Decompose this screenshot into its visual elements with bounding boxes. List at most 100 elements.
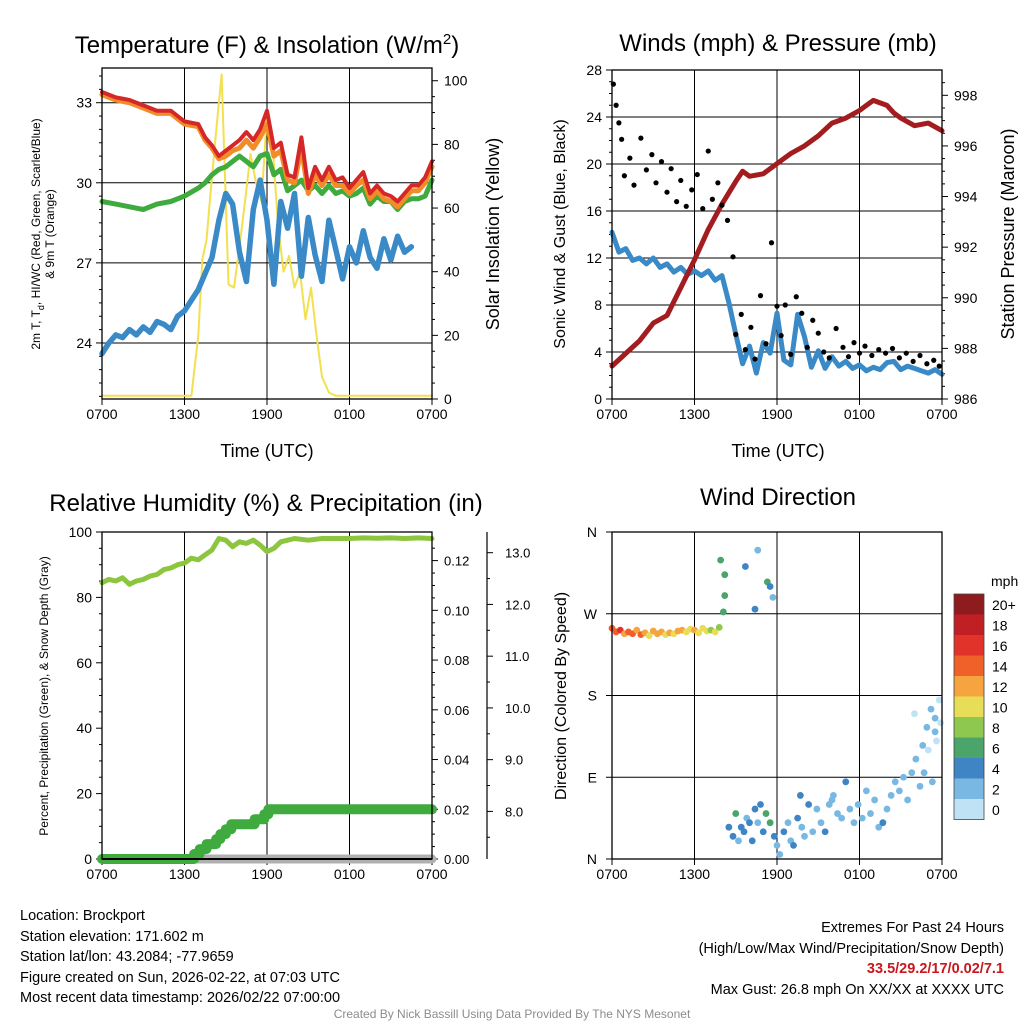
winds-gust-point-31 (757, 293, 764, 299)
wind-direction-point-26 (715, 623, 723, 631)
winds-gust-point-49 (856, 350, 863, 356)
colorbar-swatch-1 (954, 614, 984, 635)
wind-direction-point-83 (924, 746, 932, 754)
extremes-heading: Extremes For Past 24 Hours (821, 920, 1004, 936)
winds-gust-point-18 (694, 171, 700, 178)
humidity-series-precipitation (97, 804, 437, 864)
wind-direction-ylabel: Direction (Colored By Speed) (553, 592, 570, 800)
winds-gust-point-11 (658, 159, 665, 165)
winds-ytick-label-7: 28 (586, 62, 602, 78)
colorbar-swatch-0 (954, 594, 984, 615)
wind-direction-point-61 (834, 810, 841, 817)
colorbar-swatch-9 (954, 778, 984, 799)
wind-direction-point-64 (846, 805, 854, 813)
winds-ytick-right-label-4: 994 (954, 189, 978, 205)
wind-direction-point-93 (766, 583, 774, 590)
wind-direction-point-31 (732, 810, 740, 817)
wind-direction-point-73 (883, 805, 891, 813)
winds-gust-point-23 (719, 202, 725, 208)
colorbar-level-5: 10 (992, 700, 1008, 716)
temperature-ytick-label-0: 24 (76, 335, 92, 351)
winds-gust-point-48 (851, 340, 857, 346)
wind-direction-point-46 (776, 851, 784, 858)
wind-direction-point-95 (796, 792, 804, 799)
snow-ytick-label-5: 13.0 (505, 546, 530, 561)
humidity-ytick-label-4: 80 (76, 589, 92, 605)
wind-direction-point-53 (801, 832, 808, 840)
colorbar-swatch-8 (954, 758, 984, 779)
winds-gust-point-41 (810, 317, 816, 323)
winds-ytick-right-label-3: 992 (954, 239, 978, 255)
temperature-series-2m-t (100, 90, 434, 204)
wind-direction-point-21 (695, 629, 703, 637)
max-gust: Max Gust: 26.8 mph On XX/XX at XXXX UTC (710, 981, 1004, 998)
temperature-title-text: Temperature (F) & Insolation (W/m (75, 32, 443, 59)
temperature-title-end: ) (451, 32, 459, 59)
temperature-ylabel-line1: 2m T, Td, HI/WC (Red, Green, Scarlet/Blu… (29, 118, 46, 349)
temperature-title: Temperature (F) & Insolation (W/m2) (75, 31, 459, 59)
winds-ytick-label-4: 16 (586, 203, 602, 219)
winds-ytick-label-0: 0 (594, 391, 602, 407)
snow-ytick-label-4: 12.0 (505, 597, 530, 612)
wind-direction-point-69 (867, 810, 874, 817)
winds-gust-point-42 (815, 330, 821, 336)
wind-direction-point-71 (875, 823, 883, 831)
humidity-ytick-label-5: 100 (69, 524, 93, 540)
colorbar-level-4: 12 (992, 679, 1008, 695)
temperature-xtick-label-2: 1900 (251, 406, 282, 422)
temperature-ytick-right-label-3: 60 (444, 200, 460, 216)
winds-ytick-right-label-6: 998 (954, 87, 978, 103)
wind-direction-point-102 (919, 742, 927, 749)
wind-direction-point-86 (937, 719, 945, 727)
colorbar-level-2: 16 (992, 638, 1008, 654)
temperature-xtick-label-3: 0100 (334, 406, 365, 422)
wind-direction-ytick-label-4: N (587, 524, 597, 540)
colorbar-level-0: 20+ (992, 597, 1016, 613)
winds-series-station-pressure (609, 97, 945, 369)
winds-gust-point-56 (903, 350, 909, 356)
winds-gust-point-50 (862, 343, 868, 349)
winds-gust-point-58 (917, 352, 923, 359)
humidity-xtick-label-2: 1900 (251, 866, 282, 882)
wind-direction-point-78 (904, 796, 912, 804)
wind-direction-point-50 (790, 841, 797, 849)
temperature-ytick-right-label-5: 100 (444, 73, 468, 89)
wind-direction-point-51 (794, 814, 802, 822)
winds-gust-point-45 (833, 325, 839, 332)
wind-direction-point-63 (842, 778, 850, 786)
humidity-ylabel: Percent, Precipitation (Green), & Snow D… (37, 556, 51, 835)
wind-direction-point-25 (711, 628, 719, 636)
wind-direction-point-100 (935, 696, 943, 704)
wind-direction-point-96 (828, 796, 836, 804)
winds-gust-point-1 (613, 102, 619, 108)
wind-direction-point-54 (805, 801, 813, 808)
winds-gust-point-10 (653, 180, 659, 186)
winds-gust-point-40 (804, 344, 810, 350)
winds-gust-point-38 (793, 294, 799, 300)
wind-direction-point-67 (858, 814, 866, 822)
winds-gust-point-19 (700, 206, 706, 212)
temperature-ylabel-line2: & 9m T (Orange) (43, 189, 57, 279)
winds-ytick-right-label-1: 988 (954, 340, 978, 356)
winds-gust-point-20 (705, 148, 711, 154)
wind-direction-point-70 (871, 796, 879, 804)
winds-ytick-label-5: 20 (586, 156, 602, 172)
colorbar-level-1: 18 (992, 618, 1008, 634)
humidity-xtick-label-4: 0700 (416, 866, 447, 882)
wind-direction-point-36 (746, 819, 753, 827)
wind-direction-point-79 (908, 769, 916, 777)
winds-ylabel: Sonic Wind & Gust (Blue, Black) (552, 119, 569, 348)
humidity-border (101, 531, 433, 860)
winds-ytick-label-1: 4 (594, 344, 602, 360)
wind-direction-point-38 (751, 805, 759, 813)
temperature-ytick-right-label-2: 40 (444, 264, 460, 280)
winds-xtick-label-3: 0100 (844, 406, 875, 422)
colorbar-swatch-2 (954, 635, 984, 656)
winds-gust-point-33 (768, 240, 775, 246)
winds-gust-point-9 (649, 152, 655, 158)
precip-ytick-label-1: 0.02 (444, 802, 469, 817)
wind-direction-point-103 (923, 723, 931, 731)
winds-gust-point-34 (774, 303, 780, 309)
winds-gust-point-36 (782, 302, 788, 308)
